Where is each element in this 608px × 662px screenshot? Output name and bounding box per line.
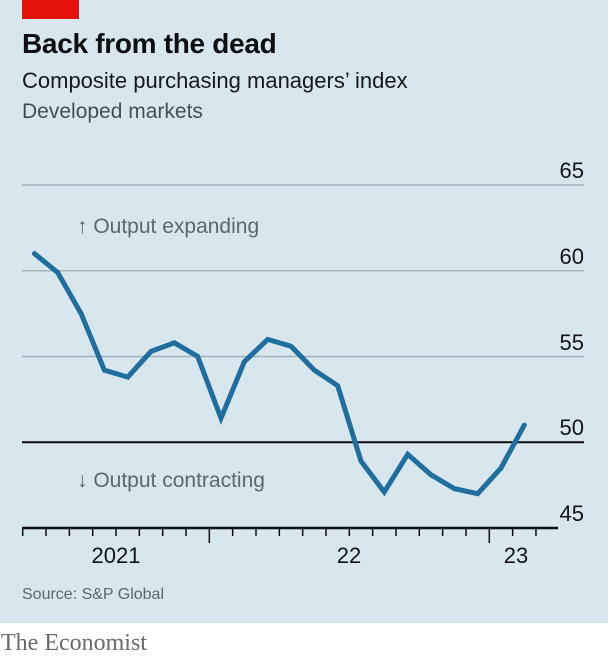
chart-series-note: Developed markets bbox=[22, 100, 203, 123]
chart-title: Back from the dead bbox=[22, 28, 277, 59]
x-axis-label-23: 23 bbox=[503, 543, 529, 568]
y-axis-label-60: 60 bbox=[559, 243, 584, 269]
pmi-line-chart bbox=[21, 184, 584, 543]
y-axis-label-55: 55 bbox=[559, 329, 584, 355]
pmi-series-line bbox=[31, 251, 527, 497]
x-axis-label-2021: 2021 bbox=[91, 543, 141, 568]
chart-subtitle: Composite purchasing managers’ index bbox=[22, 68, 408, 93]
y-axis-label-45: 45 bbox=[559, 501, 584, 526]
annotation-output-expanding: ↑ Output expanding bbox=[77, 215, 260, 238]
annotation-output-contracting: ↓ Output contracting bbox=[77, 469, 265, 492]
x-axis-label-22: 22 bbox=[336, 543, 362, 568]
footer-brand: The Economist bbox=[1, 630, 147, 656]
economist-red-tab bbox=[22, 0, 79, 19]
chart-panel: Back from the dead Composite purchasing … bbox=[0, 0, 608, 623]
y-axis-label-50: 50 bbox=[559, 415, 584, 441]
y-axis-label-65: 65 bbox=[559, 158, 584, 183]
source-note: Source: S&P Global bbox=[22, 586, 165, 603]
